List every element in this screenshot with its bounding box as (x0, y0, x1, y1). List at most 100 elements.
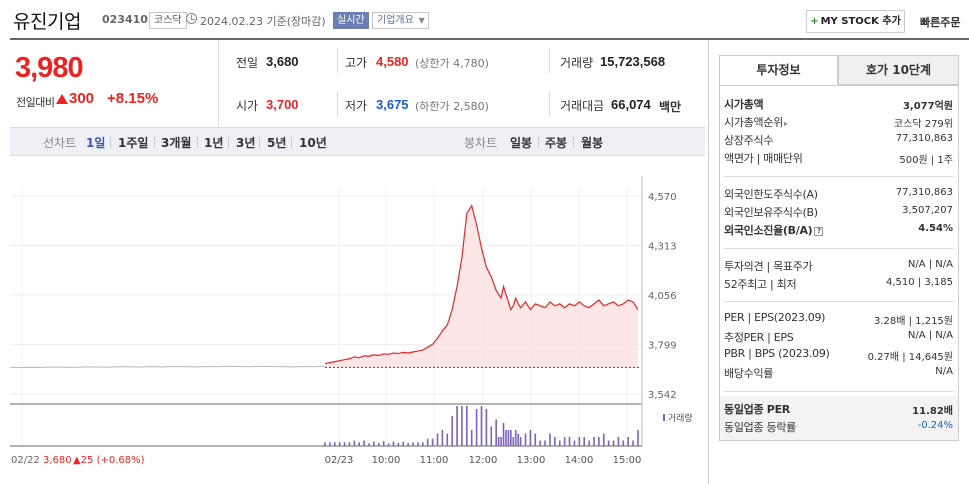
tab-order-book[interactable]: 호가 10단계 (838, 55, 959, 85)
period-1y[interactable]: 1년 (204, 136, 224, 150)
volume-bar (607, 440, 610, 446)
compare-label: 전일대비 (16, 96, 55, 109)
x-tick-label: 12:00 (469, 455, 498, 466)
low-label: 저가 (345, 99, 368, 113)
info-row-label: 외국인한도주식수(A) (724, 186, 818, 202)
candle-monthly[interactable]: 월봉 (581, 136, 604, 150)
info-row-label: 동일업종 등락률 (724, 419, 796, 435)
period-3m[interactable]: 3개월 (161, 136, 192, 150)
clock-icon (186, 13, 197, 24)
info-label-text: 액면가 | 매매단위 (724, 152, 803, 165)
info-row-value: N/A | N/A (907, 259, 953, 270)
prev-close-label: 전일 (236, 56, 259, 70)
high-value: 4,580 (376, 54, 409, 69)
volume-bar (593, 437, 595, 446)
volume-bar (583, 437, 586, 446)
divider (549, 91, 550, 116)
volume-bar (441, 430, 444, 446)
prev-day-line (9, 365, 326, 369)
section-divider (724, 176, 954, 177)
mystock-label: MY STOCK 추가 (820, 16, 901, 27)
info-label-text: 외국인보유주식수(B) (724, 206, 818, 219)
volume-bar (612, 440, 615, 446)
volume-bar (382, 441, 385, 446)
volume-bar (368, 443, 370, 446)
volume-bar (510, 430, 512, 446)
info-row-value: N/A (935, 366, 953, 377)
info-row-value: 0.27배 | 14,645원 (867, 352, 953, 363)
volume-bar (412, 442, 414, 446)
volume-bar (517, 433, 519, 446)
caret-right-icon: ▸ (783, 119, 788, 128)
industry-band (720, 396, 958, 440)
volume-bar (363, 440, 365, 446)
period-3y[interactable]: 3년 (236, 136, 256, 150)
line-chart-label: 선차트 (43, 136, 77, 150)
period-10y[interactable]: 10년 (299, 136, 327, 150)
info-label-text: 외국인한도주식수(A) (724, 188, 818, 201)
section-divider (724, 391, 954, 392)
divider (110, 137, 111, 148)
volume-value: 15,723,568 (600, 54, 666, 69)
x-tick-label: 10:00 (372, 455, 401, 466)
divider (228, 137, 229, 148)
info-row-value: 11.82배 (912, 406, 953, 417)
info-label-text: PBR | BPS (2023.09) (724, 347, 830, 360)
volume-bar (333, 442, 336, 446)
volume-bar (377, 442, 380, 446)
info-row-label: PBR | BPS (2023.09) (724, 347, 830, 360)
period-bar (10, 127, 705, 156)
lower-limit: (하한가 2,580) (415, 100, 489, 113)
amount-value: 66,074 (611, 97, 651, 112)
volume-bar (422, 442, 424, 446)
info-row-label[interactable]: 외국인소진율(B/A)? (724, 222, 824, 238)
info-row-value: 3,077억원 (902, 101, 953, 112)
realtime-button[interactable]: 실시간 (333, 12, 369, 29)
volume-bar (497, 437, 500, 446)
divider (573, 137, 574, 148)
divider (154, 137, 155, 148)
volume-bar (397, 442, 400, 446)
info-row-value: -0.24% (917, 420, 953, 431)
volume-bar (485, 409, 488, 446)
info-row-value: 4.54% (918, 223, 953, 234)
plus-icon: + (810, 16, 819, 27)
info-label-text: 52주최고 | 최저 (724, 278, 797, 291)
candle-daily[interactable]: 일봉 (510, 136, 533, 150)
volume-bar (358, 442, 361, 446)
volume-bar (602, 433, 605, 446)
help-icon[interactable]: ? (814, 226, 824, 236)
up-triangle-icon (56, 94, 68, 104)
candle-weekly[interactable]: 주봉 (545, 136, 568, 150)
volume-bar (329, 442, 331, 446)
volume-bar (505, 430, 507, 446)
volume-bar (544, 440, 546, 446)
info-row-value: 77,310,863 (895, 187, 953, 198)
price-chart[interactable]: 4,570 4,313 4,056 3,799 3,542 02/23 10:00 11:0… (0, 156, 705, 484)
volume-bar (436, 433, 439, 446)
volume-bar (402, 441, 405, 446)
volume-bar (470, 430, 473, 446)
header-divider (10, 38, 969, 40)
x-tick-label: 13:00 (517, 455, 546, 466)
volume-bar (519, 437, 522, 446)
quick-order-link[interactable]: 빠른주문 (920, 16, 961, 29)
period-1w[interactable]: 1주일 (118, 136, 149, 150)
info-row-label[interactable]: 시가총액순위▸ (724, 114, 788, 130)
today-price-line (324, 204, 639, 365)
info-row-value: 77,310,863 (895, 133, 953, 144)
volume-bar (490, 426, 493, 446)
info-row-label: 외국인보유주식수(B) (724, 204, 818, 220)
price-area-fill (325, 205, 638, 368)
volume-bar (461, 406, 463, 446)
company-overview-dropdown[interactable]: 기업개요 ▼ (372, 12, 429, 29)
volume-bar (588, 440, 590, 446)
volume-bar (637, 430, 639, 446)
prev-summary-price: 3,680 (43, 455, 72, 466)
volume-bar (598, 437, 600, 446)
period-1d[interactable]: 1일 (86, 136, 106, 150)
tab-invest-info[interactable]: 투자정보 (719, 55, 838, 85)
add-mystock-button[interactable]: + MY STOCK 추가 (806, 10, 905, 33)
period-5y[interactable]: 5년 (267, 136, 287, 150)
volume-bar (466, 406, 468, 446)
